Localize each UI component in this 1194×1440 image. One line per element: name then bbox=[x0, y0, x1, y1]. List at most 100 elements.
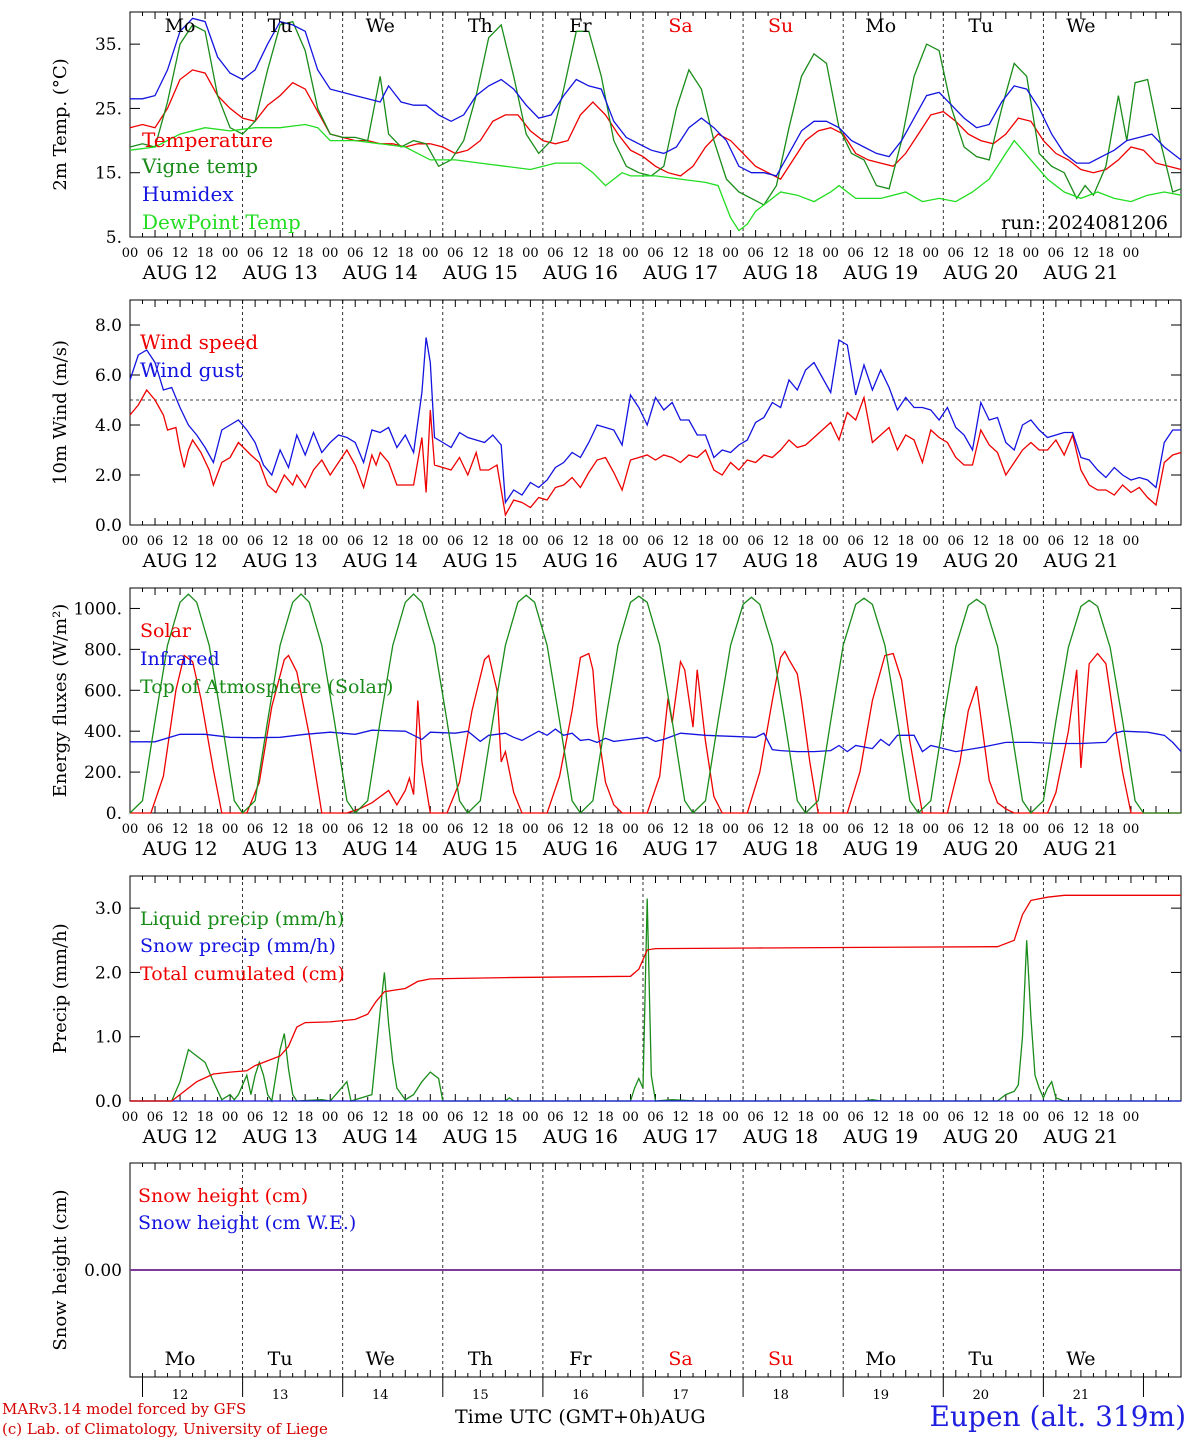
wind-date-label: AUG 21 bbox=[1042, 550, 1118, 572]
precip-date-label: AUG 17 bbox=[642, 1126, 718, 1148]
snow-legend-entry: Snow height (cm) bbox=[138, 1185, 308, 1207]
energy-date-label: AUG 20 bbox=[942, 838, 1018, 860]
temp-hour-label: 00 bbox=[922, 246, 939, 261]
temp-hour-label: 00 bbox=[822, 246, 839, 261]
temp-hour-label: 12 bbox=[472, 246, 489, 261]
temp-hour-label: 00 bbox=[622, 246, 639, 261]
energy-date-label: AUG 19 bbox=[842, 838, 918, 860]
temp-hour-label: 18 bbox=[998, 246, 1015, 261]
temp-legend-entry: Humidex bbox=[142, 182, 234, 206]
energy-hour-label: 06 bbox=[847, 822, 864, 837]
energy-hour-label: 06 bbox=[1048, 822, 1065, 837]
energy-hour-label: 06 bbox=[747, 822, 764, 837]
wind-hour-label: 18 bbox=[897, 534, 914, 549]
day-number-label: 14 bbox=[372, 1388, 389, 1403]
snow-y-tick-label: 0.00 bbox=[84, 1261, 122, 1281]
temp-series-line bbox=[129, 20, 1182, 206]
temp-hour-label: 12 bbox=[672, 246, 689, 261]
precip-hour-label: 06 bbox=[1048, 1110, 1065, 1125]
wind-hour-label: 12 bbox=[872, 534, 889, 549]
precip-hour-label: 12 bbox=[272, 1110, 289, 1125]
energy-hour-label: 00 bbox=[1023, 822, 1040, 837]
wind-hour-label: 18 bbox=[597, 534, 614, 549]
temp-date-label: AUG 15 bbox=[442, 262, 518, 284]
energy-hour-label: 12 bbox=[672, 822, 689, 837]
precip-date-label: AUG 14 bbox=[342, 1126, 418, 1148]
energy-hour-label: 06 bbox=[347, 822, 364, 837]
temp-hour-label: 12 bbox=[872, 246, 889, 261]
snow-weekday-label: Mo bbox=[865, 1348, 896, 1370]
wind-y-tick-label: 6.0 bbox=[95, 366, 122, 386]
precip-hour-label: 06 bbox=[147, 1110, 164, 1125]
temp-y-tick-label: 35. bbox=[95, 35, 122, 55]
energy-legend-entry: Solar bbox=[140, 620, 192, 642]
energy-hour-label: 00 bbox=[122, 822, 139, 837]
precip-hour-label: 12 bbox=[572, 1110, 589, 1125]
wind-series-line bbox=[129, 337, 1181, 505]
snow-weekday-label: Su bbox=[768, 1348, 793, 1370]
temp-weekday-label: We bbox=[1066, 15, 1095, 37]
temp-hour-label: 00 bbox=[1123, 246, 1140, 261]
energy-hour-label: 06 bbox=[647, 822, 664, 837]
precip-hour-label: 12 bbox=[372, 1110, 389, 1125]
wind-hour-label: 12 bbox=[1073, 534, 1090, 549]
temp-weekday-label: Tu bbox=[268, 15, 293, 37]
wind-hour-label: 00 bbox=[722, 534, 739, 549]
wind-hour-label: 06 bbox=[747, 534, 764, 549]
precip-hour-label: 18 bbox=[897, 1110, 914, 1125]
energy-hour-label: 18 bbox=[297, 822, 314, 837]
energy-hour-label: 12 bbox=[872, 822, 889, 837]
run-label: run: 2024081206 bbox=[1001, 212, 1168, 234]
day-number-label: 17 bbox=[672, 1388, 689, 1403]
energy-date-label: AUG 15 bbox=[442, 838, 518, 860]
energy-hour-label: 18 bbox=[597, 822, 614, 837]
wind-date-label: AUG 17 bbox=[642, 550, 718, 572]
energy-hour-label: 00 bbox=[822, 822, 839, 837]
energy-date-label: AUG 12 bbox=[141, 838, 217, 860]
temp-hour-label: 06 bbox=[547, 246, 564, 261]
wind-date-label: AUG 18 bbox=[742, 550, 818, 572]
temp-hour-label: 18 bbox=[697, 246, 714, 261]
wind-hour-label: 18 bbox=[1098, 534, 1115, 549]
wind-hour-label: 00 bbox=[1123, 534, 1140, 549]
wind-hour-label: 00 bbox=[522, 534, 539, 549]
precip-hour-label: 06 bbox=[247, 1110, 264, 1125]
temp-hour-label: 12 bbox=[1073, 246, 1090, 261]
temp-hour-label: 06 bbox=[647, 246, 664, 261]
energy-series-line bbox=[129, 593, 1181, 815]
x-axis-title-text: Time UTC (GMT+0h) bbox=[455, 1406, 661, 1428]
temp-hour-label: 06 bbox=[347, 246, 364, 261]
precip-hour-label: 12 bbox=[672, 1110, 689, 1125]
day-number-label: 13 bbox=[272, 1388, 289, 1403]
temp-hour-label: 00 bbox=[722, 246, 739, 261]
temp-date-label: AUG 16 bbox=[542, 262, 618, 284]
credit-line-1: MARv3.14 model forced by GFS bbox=[2, 1400, 247, 1418]
x-axis-title: Time UTC (GMT+0h)AUG bbox=[455, 1406, 706, 1428]
temp-y-tick-label: 5. bbox=[106, 228, 122, 248]
day-number-label: 20 bbox=[973, 1388, 990, 1403]
precip-date-label: AUG 15 bbox=[442, 1126, 518, 1148]
location-label: Eupen (alt. 319m) bbox=[929, 1400, 1186, 1433]
wind-date-label: AUG 20 bbox=[942, 550, 1018, 572]
energy-hour-label: 18 bbox=[897, 822, 914, 837]
energy-hour-label: 18 bbox=[697, 822, 714, 837]
wind-hour-label: 12 bbox=[372, 534, 389, 549]
wind-hour-label: 00 bbox=[622, 534, 639, 549]
day-number-label: 15 bbox=[472, 1388, 489, 1403]
precip-hour-label: 00 bbox=[722, 1110, 739, 1125]
wind-hour-label: 06 bbox=[948, 534, 965, 549]
energy-hour-label: 00 bbox=[322, 822, 339, 837]
precip-hour-label: 00 bbox=[322, 1110, 339, 1125]
temp-legend-entry: Vigne temp bbox=[141, 154, 258, 178]
wind-hour-label: 06 bbox=[547, 534, 564, 549]
precip-y-tick-label: 0.0 bbox=[95, 1092, 122, 1112]
energy-date-label: AUG 16 bbox=[542, 838, 618, 860]
energy-hour-label: 06 bbox=[247, 822, 264, 837]
precip-date-label: AUG 12 bbox=[141, 1126, 217, 1148]
wind-hour-label: 18 bbox=[797, 534, 814, 549]
snow-weekday-label: We bbox=[1066, 1348, 1095, 1370]
temp-hour-label: 06 bbox=[1048, 246, 1065, 261]
wind-hour-label: 00 bbox=[222, 534, 239, 549]
temp-date-label: AUG 17 bbox=[642, 262, 718, 284]
precip-y-tick-label: 1.0 bbox=[95, 1028, 122, 1048]
